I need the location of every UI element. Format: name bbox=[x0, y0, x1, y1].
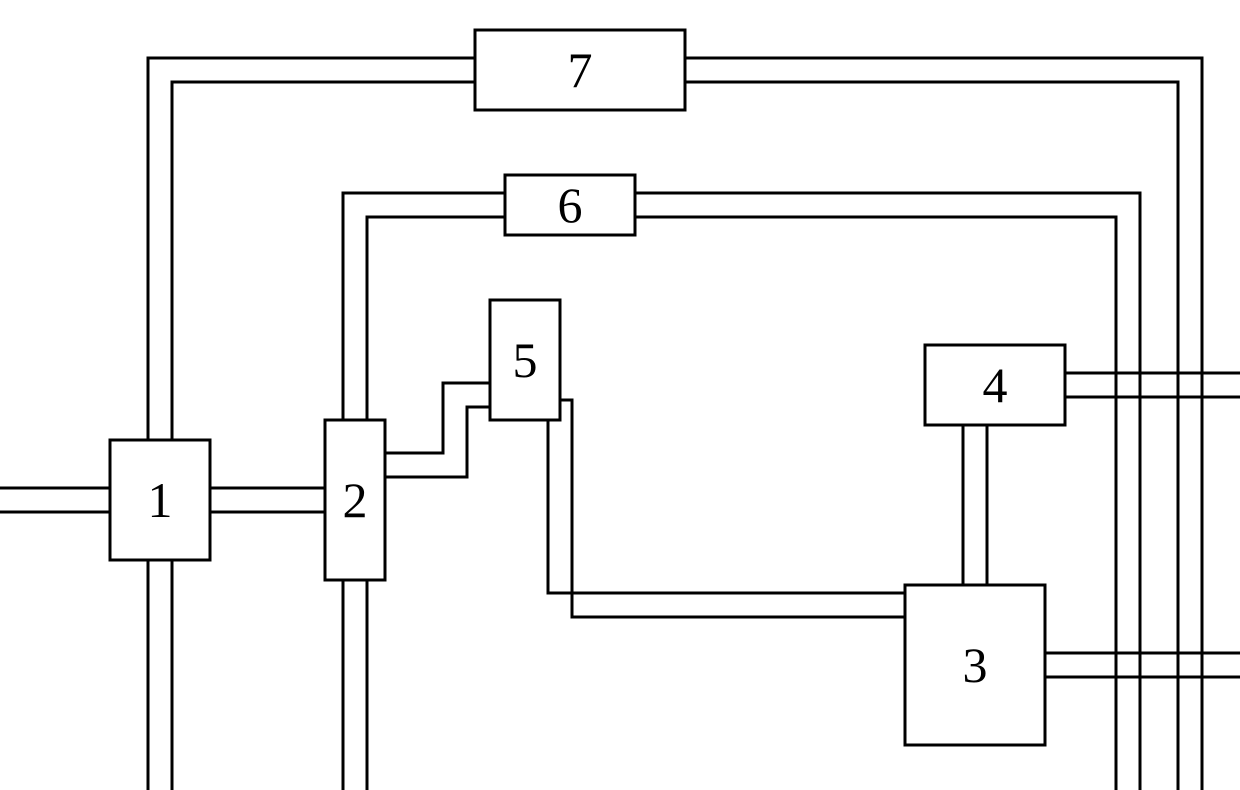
node-label-3: 3 bbox=[963, 637, 988, 693]
node-4: 4 bbox=[925, 345, 1065, 425]
node-label-2: 2 bbox=[343, 472, 368, 528]
node-label-7: 7 bbox=[568, 42, 593, 98]
node-5: 5 bbox=[490, 300, 560, 420]
edge-line bbox=[148, 58, 475, 440]
node-2: 2 bbox=[325, 420, 385, 580]
nodes-group: 1 2 3 4 5 6 7 bbox=[110, 30, 1065, 745]
node-3: 3 bbox=[905, 585, 1045, 745]
node-label-4: 4 bbox=[983, 357, 1008, 413]
edge-line bbox=[548, 420, 905, 593]
node-6: 6 bbox=[505, 175, 635, 235]
edge-line bbox=[172, 82, 475, 440]
node-7: 7 bbox=[475, 30, 685, 110]
edge-line bbox=[385, 383, 502, 453]
node-1: 1 bbox=[110, 440, 210, 560]
node-label-5: 5 bbox=[513, 332, 538, 388]
diagram-canvas: 1 2 3 4 5 6 7 bbox=[0, 0, 1240, 790]
node-label-6: 6 bbox=[558, 177, 583, 233]
edge-line bbox=[560, 400, 905, 617]
edge-line bbox=[385, 407, 490, 477]
edge-line bbox=[367, 217, 505, 420]
edge-line bbox=[635, 193, 1140, 790]
node-label-1: 1 bbox=[148, 472, 173, 528]
